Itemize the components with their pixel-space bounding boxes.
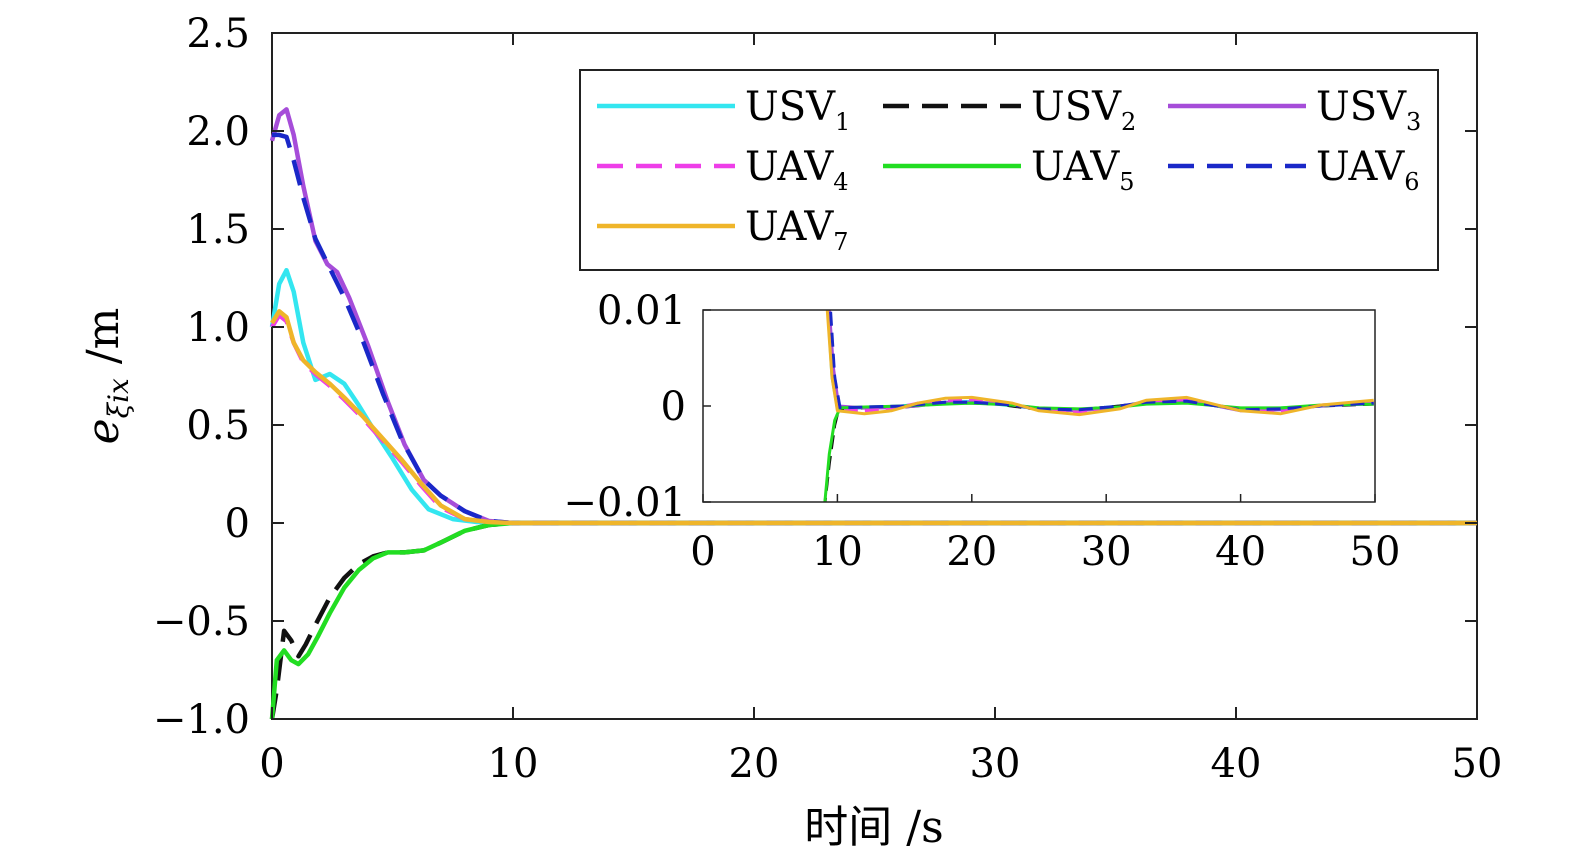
y-axis-label-main: e [78, 418, 129, 444]
inset-series-lines [823, 310, 1374, 502]
legend-label: UAV6 [1316, 144, 1420, 196]
legend-item-uav5: UAV5 [883, 144, 1135, 196]
inset-x-tick-label: 20 [946, 529, 997, 575]
inset-x-tick-label: 0 [690, 529, 715, 575]
series-line-usv2 [269, 520, 1477, 720]
y-tick-label: −1.0 [153, 697, 250, 743]
legend-item-uav6: UAV6 [1168, 144, 1420, 196]
x-tick-label: 40 [1211, 741, 1262, 787]
legend-label: USV1 [745, 84, 850, 136]
main-axis-ticks: 0 10 20 30 40 50 −1.0 −0.5 0 0.5 1.0 1.5 2.0 2.5 [153, 11, 1503, 787]
legend-label: UAV4 [745, 144, 849, 196]
y-tick-label: 2.5 [186, 11, 250, 57]
legend-item-uav7: UAV7 [597, 204, 849, 256]
series-line-uav7 [270, 309, 1477, 526]
inset-series-line-7 [825, 310, 1374, 417]
main-plot: 0 10 20 30 40 50 −1.0 −0.5 0 0.5 1.0 1.5 2.0 2.5 [153, 11, 1503, 787]
inset-x-tick-label: 30 [1081, 529, 1132, 575]
legend-label: USV2 [1031, 84, 1136, 136]
x-tick-label: 20 [729, 741, 780, 787]
inset-x-tick-label: 40 [1215, 529, 1266, 575]
x-tick-label: 50 [1452, 741, 1503, 787]
inset-y-tick-label: 0.01 [597, 288, 686, 334]
x-tick-label: 10 [488, 741, 539, 787]
legend-item-usv2: USV2 [883, 84, 1136, 136]
y-axis-label-unit: /m [78, 308, 129, 379]
main-plot-frame [271, 32, 1478, 720]
y-tick-label: 1.0 [186, 305, 250, 351]
legend-item-uav4: UAV4 [597, 144, 849, 196]
y-tick-label: 2.0 [186, 109, 250, 155]
y-axis-label-sub: ξix [102, 378, 135, 418]
y-tick-label: −0.5 [153, 599, 250, 645]
x-tick-label: 0 [259, 741, 284, 787]
legend-box [579, 69, 1439, 271]
svg-text:eξix /m: eξix /m [78, 308, 135, 445]
inset-y-tick-label: −0.01 [563, 480, 686, 526]
x-axis-label: 时间 /s [804, 802, 943, 853]
y-tick-label: 0 [225, 501, 250, 547]
y-axis-label: eξix /m [78, 308, 135, 445]
inset-x-tick-label: 50 [1350, 529, 1401, 575]
x-tick-label: 30 [970, 741, 1021, 787]
legend-label: UAV7 [745, 204, 849, 256]
inset-y-tick-label: 0 [661, 384, 686, 430]
y-tick-label: 0.5 [186, 403, 250, 449]
inset-series-line-6 [828, 310, 1374, 412]
legend-item-usv1: USV1 [597, 84, 850, 136]
series-line-uav5 [269, 520, 1477, 720]
inset-plot-bg [703, 310, 1375, 502]
y-tick-label: 1.5 [186, 207, 250, 253]
main-series-lines [269, 107, 1477, 720]
legend-item-usv3: USV3 [1168, 84, 1421, 136]
inset-x-tick-label: 10 [812, 529, 863, 575]
legend-label: UAV5 [1031, 144, 1135, 196]
legend-label: USV3 [1316, 84, 1421, 136]
series-line-uav6 [272, 132, 1477, 526]
legend: USV1 USV2 USV3 UAV4 UAV5 UAV6 UAV7 [579, 69, 1439, 271]
